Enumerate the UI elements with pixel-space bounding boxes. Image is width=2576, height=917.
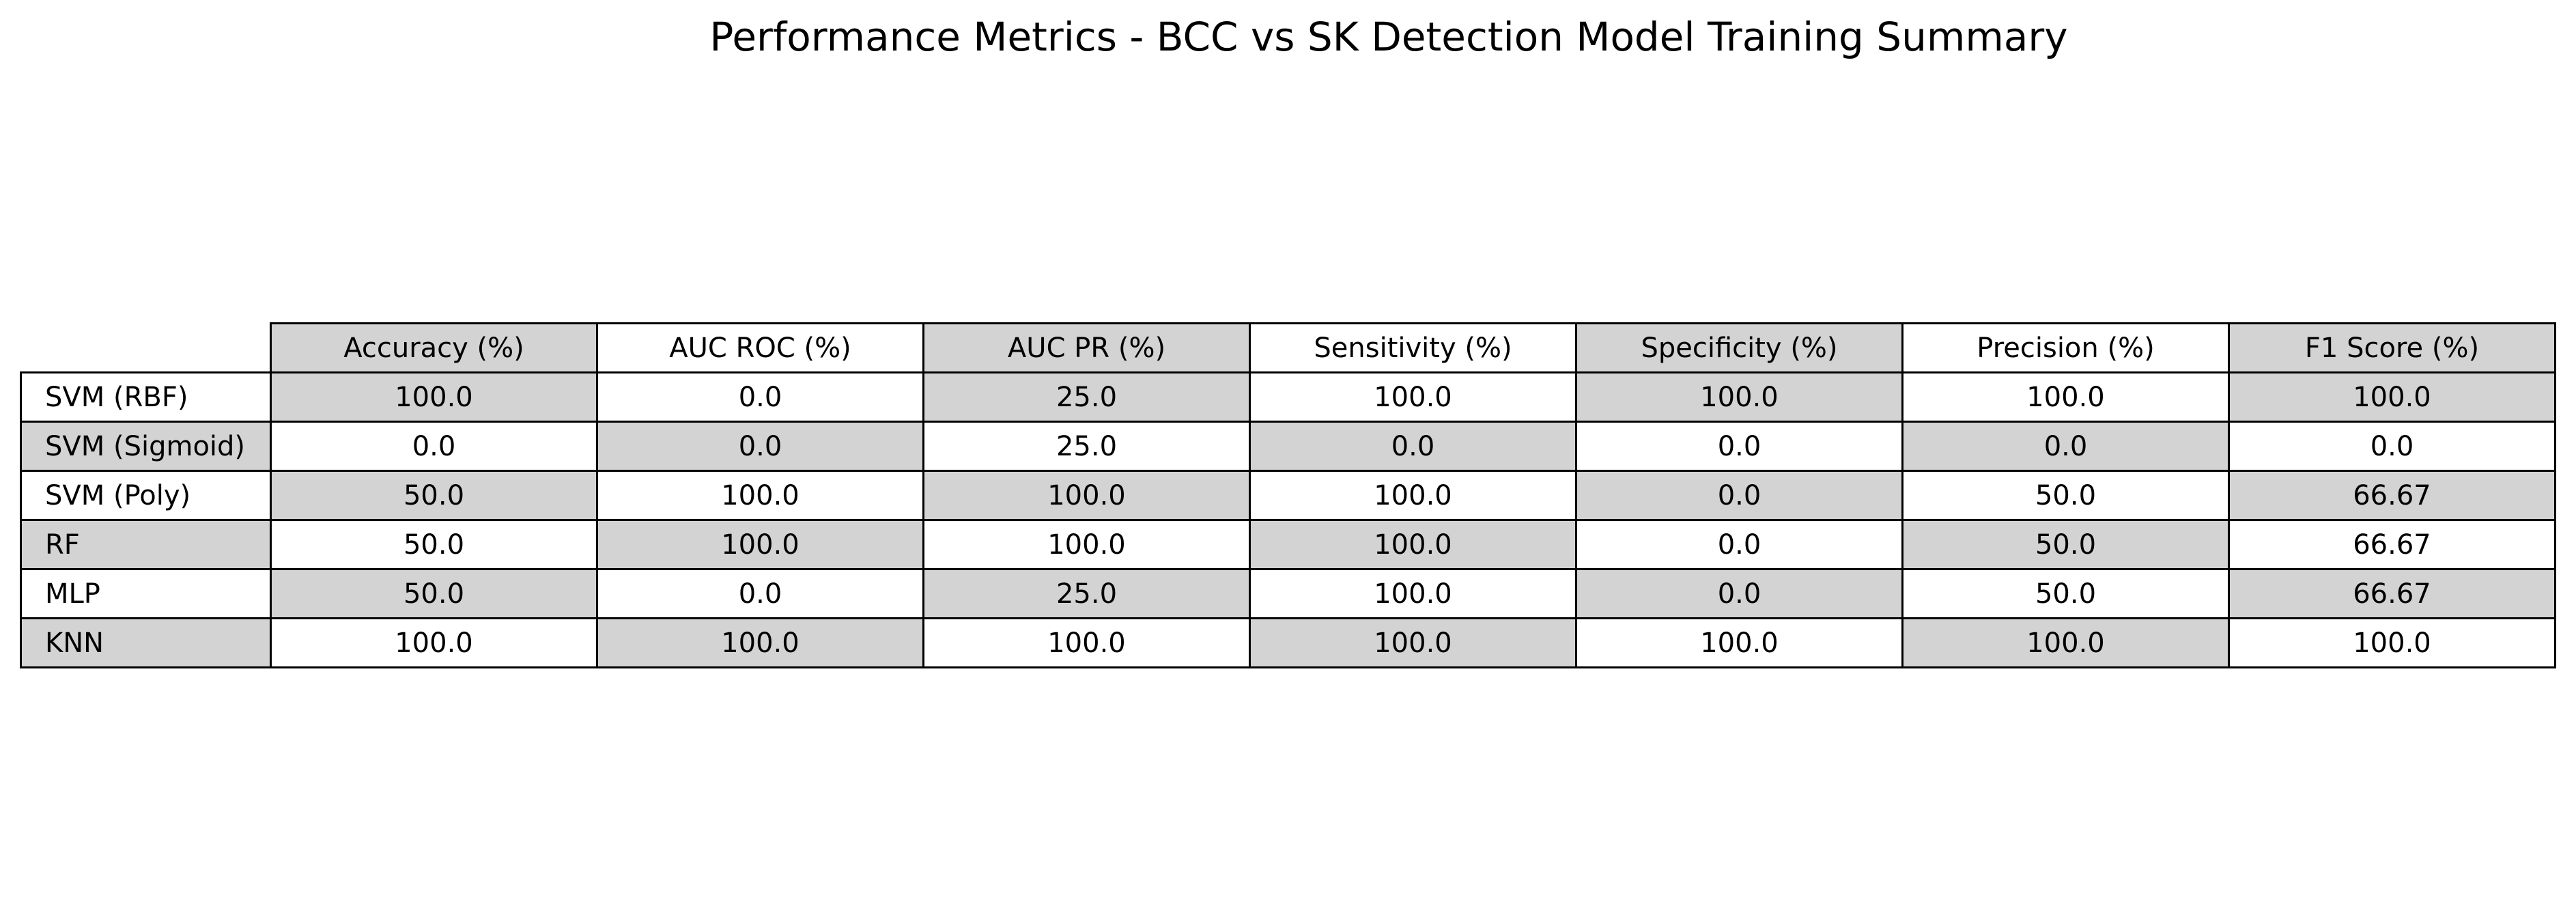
- table-cell: 50.0: [1901, 519, 2230, 570]
- table-row: SVM (Poly) 50.0 100.0 100.0 100.0 0.0 50.0 66.6…: [20, 470, 2556, 521]
- table-cell: 100.0: [1575, 371, 1903, 423]
- table-cell: 100.0: [1249, 519, 1577, 570]
- table-cell: 100.0: [1901, 617, 2230, 668]
- table-cell: 25.0: [922, 568, 1251, 619]
- table-cell: 100.0: [1575, 617, 1903, 668]
- column-header-auc-roc: AUC ROC (%): [596, 322, 924, 373]
- column-header-precision: Precision (%): [1901, 322, 2230, 373]
- row-label: SVM (RBF): [20, 371, 272, 423]
- chart-title: Performance Metrics - BCC vs SK Detectio…: [709, 14, 2068, 60]
- table-cell: 100.0: [922, 617, 1251, 668]
- table-row: MLP 50.0 0.0 25.0 100.0 0.0 50.0 66.67: [20, 568, 2556, 619]
- table-cell: 100.0: [596, 617, 924, 668]
- column-header-auc-pr: AUC PR (%): [922, 322, 1251, 373]
- table-cell: 25.0: [922, 371, 1251, 423]
- column-header-specificity: Specificity (%): [1575, 322, 1903, 373]
- table-cell: 100.0: [922, 519, 1251, 570]
- table-cell: 50.0: [270, 519, 598, 570]
- table-cell: 0.0: [596, 371, 924, 423]
- table-cell: 66.67: [2228, 470, 2556, 521]
- header-row: Accuracy (%) AUC ROC (%) AUC PR (%) Sens…: [21, 322, 2556, 373]
- table-cell: 50.0: [270, 470, 598, 521]
- table-row: RF 50.0 100.0 100.0 100.0 0.0 50.0 66.67: [20, 519, 2556, 570]
- column-header-f1-score: F1 Score (%): [2228, 322, 2556, 373]
- table-cell: 0.0: [1249, 421, 1577, 472]
- table-cell: 50.0: [270, 568, 598, 619]
- table-row: KNN 100.0 100.0 100.0 100.0 100.0 100.0 100.0: [20, 617, 2556, 668]
- table-cell: 100.0: [270, 371, 598, 423]
- table-cell: 100.0: [922, 470, 1251, 521]
- table-cell: 100.0: [1249, 470, 1577, 521]
- table-cell: 0.0: [596, 568, 924, 619]
- table-cell: 50.0: [1901, 470, 2230, 521]
- table-row: SVM (Sigmoid) 0.0 0.0 25.0 0.0 0.0 0.0 0.0: [20, 421, 2556, 472]
- table-cell: 66.67: [2228, 519, 2556, 570]
- row-label: MLP: [20, 568, 272, 619]
- table-cell: 0.0: [270, 421, 598, 472]
- table-cell: 66.67: [2228, 568, 2556, 619]
- table-row: SVM (RBF) 100.0 0.0 25.0 100.0 100.0 100.0 100.…: [20, 371, 2556, 423]
- table-cell: 50.0: [1901, 568, 2230, 619]
- table-cell: 0.0: [2228, 421, 2556, 472]
- table-cell: 100.0: [1249, 568, 1577, 619]
- corner-cell: [21, 324, 271, 373]
- metrics-table: Accuracy (%) AUC ROC (%) AUC PR (%) Sens…: [20, 322, 2556, 668]
- row-label: SVM (Sigmoid): [20, 421, 272, 472]
- table-cell: 100.0: [1249, 371, 1577, 423]
- column-header-accuracy: Accuracy (%): [270, 322, 598, 373]
- table-cell: 100.0: [1249, 617, 1577, 668]
- table-cell: 0.0: [1575, 568, 1903, 619]
- table-cell: 0.0: [1575, 421, 1903, 472]
- table-cell: 0.0: [1575, 519, 1903, 570]
- table-cell: 100.0: [596, 519, 924, 570]
- table-cell: 100.0: [2228, 617, 2556, 668]
- table-cell: 100.0: [270, 617, 598, 668]
- column-header-sensitivity: Sensitivity (%): [1249, 322, 1577, 373]
- table-cell: 100.0: [596, 470, 924, 521]
- table-cell: 25.0: [922, 421, 1251, 472]
- table-cell: 0.0: [596, 421, 924, 472]
- table-body: SVM (RBF) 100.0 0.0 25.0 100.0 100.0 100.0 100.…: [20, 371, 2556, 668]
- table-cell: 100.0: [2228, 371, 2556, 423]
- row-label: SVM (Poly): [20, 470, 272, 521]
- row-label: KNN: [20, 617, 272, 668]
- row-label: RF: [20, 519, 272, 570]
- table-cell: 0.0: [1575, 470, 1903, 521]
- table-cell: 0.0: [1901, 421, 2230, 472]
- table-cell: 100.0: [1901, 371, 2230, 423]
